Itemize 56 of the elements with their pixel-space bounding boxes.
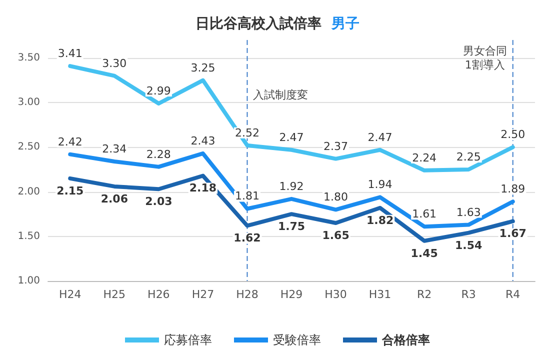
data-label: 2.47 [279, 130, 304, 144]
y-tick-label: 3.00 [18, 97, 40, 108]
data-label: 1.92 [279, 180, 304, 193]
data-label: 2.50 [500, 128, 526, 142]
data-label: 1.65 [322, 229, 350, 242]
data-label: 1.45 [410, 246, 438, 260]
y-tick-label: 3.50 [18, 52, 40, 64]
x-tick-label: H24 [58, 288, 82, 301]
y-tick-label: 1.50 [18, 230, 40, 242]
x-tick-label: H31 [368, 288, 392, 301]
data-label: 2.42 [58, 135, 82, 148]
data-label: 2.37 [324, 140, 348, 153]
data-label: 1.75 [278, 220, 306, 234]
legend-label: 受験倍率 [273, 333, 321, 347]
x-tick-label: R2 [416, 288, 432, 301]
data-label: 2.18 [189, 182, 217, 195]
chart-title: 日比谷高校入試倍率 男子 [196, 15, 360, 32]
legend-label: 応募倍率 [164, 333, 212, 347]
x-tick-label: H25 [103, 288, 126, 301]
data-label: 2.28 [146, 148, 171, 161]
data-label: 2.25 [456, 150, 481, 164]
y-tick-label: 1.00 [18, 276, 40, 286]
y-tick-label: 2.50 [18, 142, 40, 153]
data-label: 1.62 [234, 232, 261, 245]
data-label: 2.06 [100, 192, 128, 206]
data-label: 1.82 [366, 214, 394, 227]
x-tick-label: H28 [236, 288, 258, 301]
data-label: 1.94 [368, 178, 392, 192]
data-label: 1.80 [324, 190, 348, 204]
data-label: 2.24 [412, 151, 437, 164]
data-label: 2.03 [145, 195, 172, 208]
data-label: 2.47 [368, 130, 392, 144]
data-label: 3.41 [58, 47, 82, 60]
data-label: 1.54 [455, 238, 483, 252]
data-label: 1.63 [456, 206, 481, 219]
data-label: 3.30 [102, 56, 127, 70]
x-tick-label: H26 [148, 288, 170, 301]
data-label: 2.52 [234, 126, 260, 140]
x-tick-label: H30 [324, 288, 347, 301]
data-label: 2.43 [190, 134, 216, 148]
y-tick-label: 2.00 [18, 186, 40, 198]
data-label: 1.67 [499, 227, 526, 240]
x-tick-label: R4 [506, 288, 520, 301]
data-label: 1.61 [412, 208, 437, 221]
data-label: 3.25 [190, 61, 216, 74]
x-tick-label: H29 [280, 288, 303, 301]
data-label: 2.15 [56, 184, 84, 198]
data-label: 2.34 [102, 142, 127, 156]
data-label: 1.81 [234, 190, 260, 203]
data-label: 2.99 [146, 84, 171, 98]
x-tick-label: R3 [461, 288, 476, 301]
x-tick-label: H27 [192, 288, 214, 301]
ref-line-label: 入試制度変 [253, 88, 308, 102]
data-label: 1.89 [500, 182, 526, 196]
ref-line-label: 男女合同 1割導入 [462, 44, 507, 72]
legend-label: 合格倍率 [381, 333, 430, 347]
